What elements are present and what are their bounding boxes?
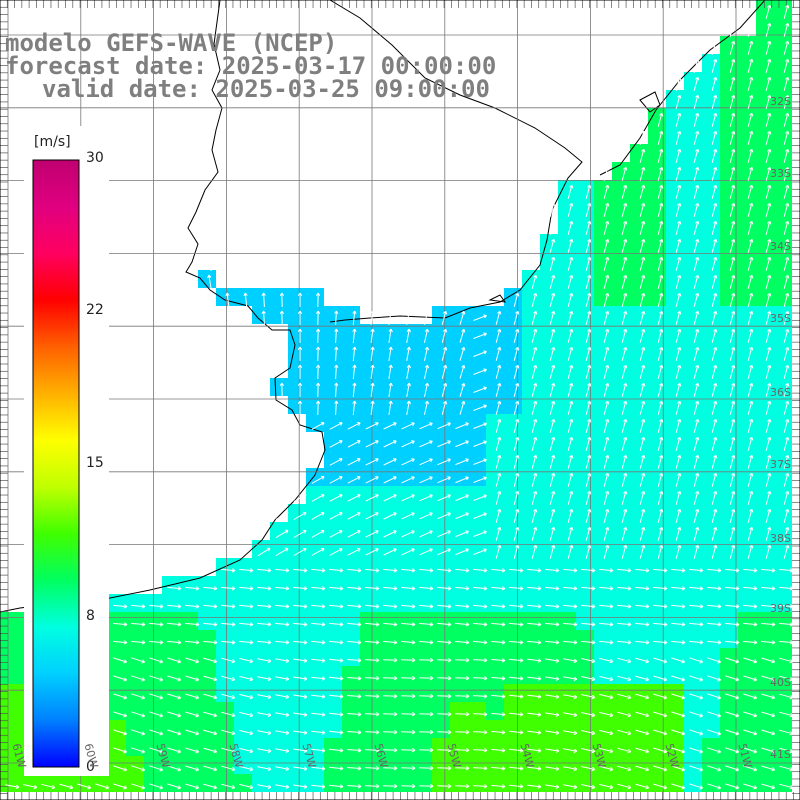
lat-label-35s: 35S: [770, 312, 791, 325]
lat-label-41s: 41S: [770, 748, 791, 761]
lat-label-33s: 33S: [770, 167, 791, 180]
title-valid-date: valid date: 2025-03-25 09:00:00: [42, 75, 490, 103]
colorbar-tick-0: 0: [86, 759, 95, 775]
lat-label-39s: 39S: [770, 602, 791, 615]
colorbar-tick-8: 8: [86, 608, 95, 624]
title-forecast-date: forecast date: 2025-03-17 00:00:00: [5, 52, 497, 80]
colorbar-tick-22: 22: [86, 302, 104, 318]
lat-label-38s: 38S: [770, 532, 791, 545]
colorbar-tick-15: 15: [86, 455, 104, 471]
title-model: modelo GEFS-WAVE (NCEP): [5, 29, 338, 57]
lat-label-40s: 40S: [770, 676, 791, 689]
colorbar-unit: [m/s]: [34, 134, 71, 150]
lat-label-36s: 36S: [770, 386, 791, 399]
lat-label-34s: 34S: [770, 240, 791, 253]
lat-label-32s: 32S: [770, 95, 791, 108]
colorbar: [24, 126, 109, 776]
colorbar-tick-30: 30: [86, 150, 104, 166]
lat-label-37s: 37S: [770, 458, 791, 471]
